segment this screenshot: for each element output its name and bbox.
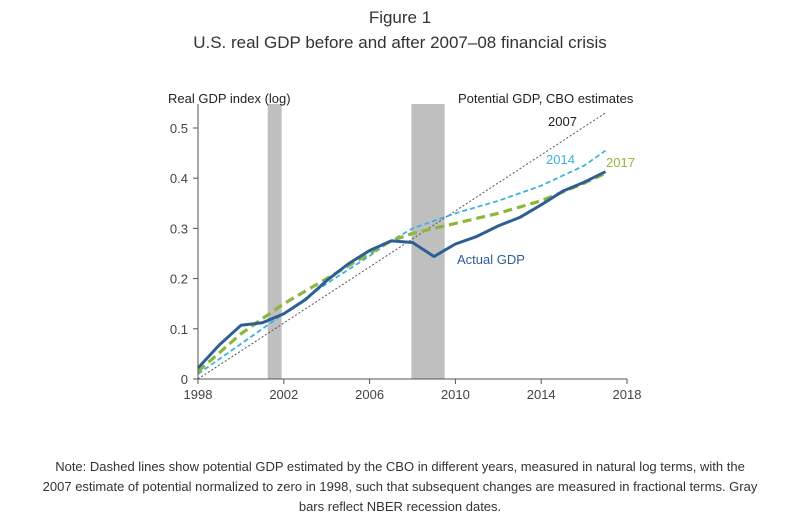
recession-bar-1 (267, 104, 282, 379)
series-line-2007 (197, 112, 606, 380)
x-tick-label: 2006 (355, 387, 384, 402)
y-tick-label: 0.5 (170, 121, 188, 136)
series-label-actual-gdp: Actual GDP (457, 252, 525, 267)
chart-note: Note: Dashed lines show potential GDP es… (42, 459, 758, 514)
y-axis-title: Real GDP index (log) (168, 91, 291, 106)
legend-header: Potential GDP, CBO estimates (458, 91, 634, 106)
chart-title: U.S. real GDP before and after 2007–08 f… (193, 33, 607, 52)
y-tick-label: 0.1 (170, 322, 188, 337)
recession-bar-2 (411, 104, 445, 379)
series-line-actual-gdp (196, 170, 607, 370)
y-ticks: 0 0.1 0.2 0.3 0.4 0.5 (170, 121, 198, 387)
x-tick-label: 2010 (441, 387, 470, 402)
x-tick-label: 1998 (184, 387, 213, 402)
y-tick-label: 0.4 (170, 171, 188, 186)
x-ticks: 1998 2002 2006 2010 2014 2018 (184, 379, 642, 402)
series-label-2014: 2014 (546, 152, 575, 167)
x-tick-label: 2014 (527, 387, 556, 402)
y-tick-label: 0 (181, 372, 188, 387)
y-tick-label: 0.2 (170, 272, 188, 287)
y-tick-label: 0.3 (170, 221, 188, 236)
series-line-2014 (197, 149, 607, 375)
series-line-2017 (196, 171, 607, 373)
series-lines (196, 112, 607, 380)
series-label-2007: 2007 (548, 114, 577, 129)
recession-bars (267, 104, 445, 379)
series-label-2017: 2017 (606, 155, 635, 170)
series-labels: 2007 2014 2017 Actual GDP (457, 114, 635, 267)
axes (194, 104, 627, 380)
x-tick-label: 2002 (269, 387, 298, 402)
figure-label: Figure 1 (368, 8, 432, 27)
x-tick-label: 2018 (613, 387, 642, 402)
